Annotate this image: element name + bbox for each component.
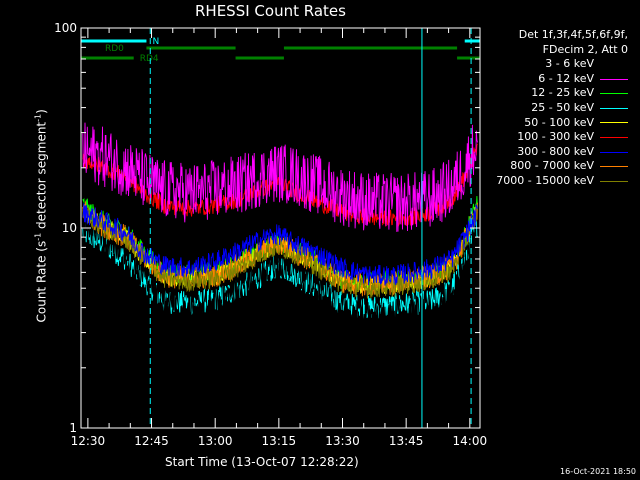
series-line xyxy=(82,209,478,337)
legend-entry-label: 7000 - 15000 keV xyxy=(496,173,594,187)
legend-entry: 3 - 6 keV xyxy=(496,57,628,72)
legend-entry: 100 - 300 keV xyxy=(496,130,628,145)
legend-header-line: Det 1f,3f,4f,5f,6f,9f, xyxy=(518,28,628,41)
legend-swatch xyxy=(600,136,628,138)
legend-entry: 25 - 50 keV xyxy=(496,101,628,116)
series-line xyxy=(82,122,478,232)
x-tick-label: 12:30 xyxy=(71,434,106,448)
legend-swatch xyxy=(600,166,628,168)
legend-entry-label: 12 - 25 keV xyxy=(531,86,594,100)
x-tick-label: 14:00 xyxy=(453,434,488,448)
legend: Det 1f,3f,4f,5f,6f,9f, FDecim 2, Att 0 3… xyxy=(496,28,628,189)
x-tick-label: 13:15 xyxy=(262,434,297,448)
series-layer xyxy=(82,122,478,337)
legend-swatch xyxy=(600,151,628,153)
legend-entry-label: 100 - 300 keV xyxy=(517,130,594,144)
x-tick-label: 13:00 xyxy=(198,434,233,448)
generation-timestamp: 16-Oct-2021 18:50 xyxy=(560,467,636,476)
legend-header-line: FDecim 2, Att 0 xyxy=(542,42,628,56)
legend-swatch xyxy=(600,78,628,80)
legend-entry: 6 - 12 keV xyxy=(496,72,628,87)
x-tick-label: 13:45 xyxy=(389,434,424,448)
legend-swatch xyxy=(600,180,628,182)
legend-swatch xyxy=(600,63,628,65)
x-tick-label: 12:45 xyxy=(134,434,169,448)
y-label-part: ) xyxy=(34,109,49,114)
attenuator-label: N xyxy=(152,37,159,47)
series-line xyxy=(82,203,478,286)
y-tick-label: 100 xyxy=(54,21,77,35)
legend-entry-label: 50 - 100 keV xyxy=(524,115,594,129)
y-label-part: Count Rate (s xyxy=(34,240,49,323)
legend-swatch xyxy=(600,122,628,124)
decimation-label: RD0 xyxy=(105,44,124,54)
legend-swatch xyxy=(600,107,628,109)
legend-entry-label: 800 - 7000 keV xyxy=(510,159,594,173)
x-axis-label: Start Time (13-Oct-07 12:28:22) xyxy=(165,455,359,469)
y-label-part: detector segment xyxy=(34,121,49,233)
x-tick-label: 13:30 xyxy=(325,434,360,448)
legend-swatch xyxy=(600,93,628,95)
legend-entry: 12 - 25 keV xyxy=(496,86,628,101)
y-axis-label: Count Rate (s-1 detector segment-1) xyxy=(33,109,49,323)
legend-entry-label: 6 - 12 keV xyxy=(538,71,594,85)
decimation-label: RD4 xyxy=(140,54,159,64)
legend-entry-label: 25 - 50 keV xyxy=(531,100,594,114)
legend-entry: 300 - 800 keV xyxy=(496,145,628,160)
y-tick-label: 10 xyxy=(62,221,77,235)
legend-entry: 7000 - 15000 keV xyxy=(496,174,628,189)
bars-layer: N RD0 RD4 xyxy=(81,37,480,64)
legend-entry-label: 300 - 800 keV xyxy=(517,144,594,158)
y-label-exponent: -1 xyxy=(33,232,43,241)
legend-entry: 800 - 7000 keV xyxy=(496,159,628,174)
legend-entry-label: 3 - 6 keV xyxy=(545,57,594,71)
legend-entry: 50 - 100 keV xyxy=(496,116,628,131)
chart-title: RHESSI Count Rates xyxy=(195,2,346,20)
axes-layer: 1 10 100 12:30 12:45 13:00 13:15 13:30 13:45 14:0… xyxy=(54,21,487,448)
y-label-exponent: -1 xyxy=(33,113,43,122)
y-tick-label: 1 xyxy=(69,421,77,435)
